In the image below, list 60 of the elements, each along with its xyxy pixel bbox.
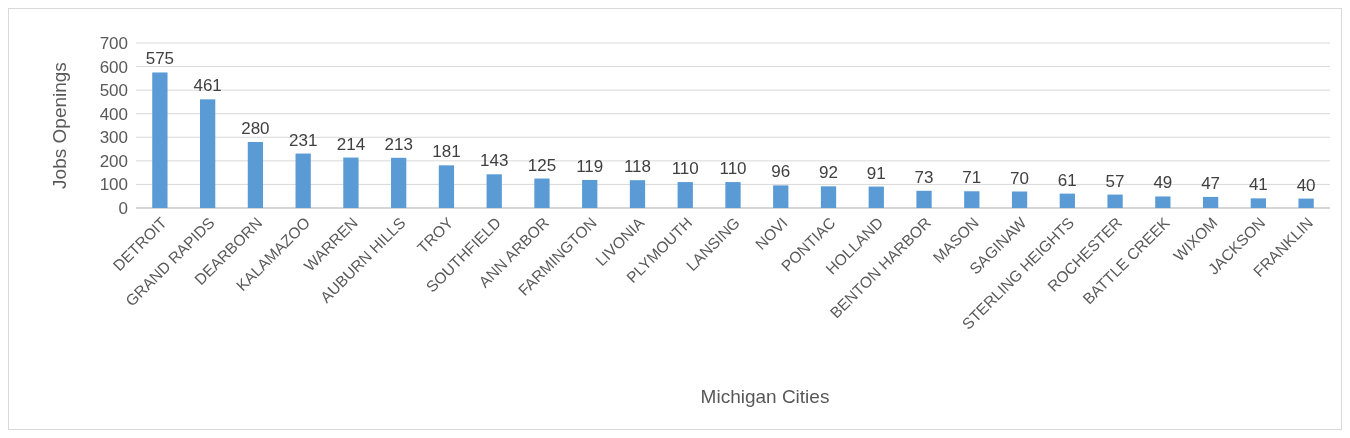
y-tick-label: 300 bbox=[99, 128, 128, 148]
y-tick-label: 0 bbox=[118, 198, 128, 218]
data-label: 71 bbox=[962, 168, 982, 188]
data-label: 57 bbox=[1105, 171, 1125, 191]
bar bbox=[820, 186, 837, 208]
data-label: 125 bbox=[527, 155, 557, 175]
y-tick-label: 100 bbox=[99, 175, 128, 195]
bar bbox=[582, 179, 598, 208]
data-label: 280 bbox=[241, 119, 270, 138]
data-label: 110 bbox=[671, 159, 699, 179]
data-label: 143 bbox=[480, 151, 509, 171]
bar bbox=[295, 153, 311, 208]
data-label: 119 bbox=[576, 156, 604, 176]
bar bbox=[1059, 193, 1075, 208]
y-tick-label: 400 bbox=[99, 104, 128, 124]
bar bbox=[391, 157, 407, 208]
data-label: 96 bbox=[771, 162, 791, 182]
data-label: 73 bbox=[914, 167, 934, 187]
data-label: 70 bbox=[1010, 168, 1030, 188]
data-label: 214 bbox=[336, 134, 366, 154]
data-label: 91 bbox=[866, 163, 886, 183]
y-tick-label: 600 bbox=[99, 57, 128, 77]
data-label: 231 bbox=[288, 130, 318, 150]
bar bbox=[534, 178, 550, 208]
y-tick-label: 200 bbox=[99, 151, 128, 171]
data-label: 40 bbox=[1296, 175, 1316, 195]
bar bbox=[152, 72, 168, 208]
bar bbox=[486, 174, 502, 208]
bar bbox=[868, 186, 884, 208]
data-label: 575 bbox=[145, 49, 175, 69]
data-label: 49 bbox=[1153, 173, 1173, 193]
bar bbox=[200, 99, 216, 208]
bar bbox=[677, 182, 693, 208]
y-tick-label: 700 bbox=[99, 33, 128, 53]
bar bbox=[916, 190, 932, 208]
data-label: 61 bbox=[1057, 170, 1077, 190]
data-label: 92 bbox=[819, 163, 838, 183]
bar bbox=[964, 191, 980, 208]
data-label: 110 bbox=[719, 159, 747, 179]
bar bbox=[1011, 191, 1028, 208]
bar bbox=[1107, 194, 1123, 208]
bar bbox=[773, 185, 789, 208]
bar bbox=[438, 165, 455, 208]
bar bbox=[1155, 196, 1171, 208]
data-label: 213 bbox=[384, 134, 413, 154]
bar bbox=[1298, 198, 1314, 208]
y-axis-title: Jobs Openings bbox=[49, 62, 70, 189]
bar bbox=[725, 182, 741, 208]
y-tick-label: 500 bbox=[99, 81, 128, 101]
bar bbox=[1250, 198, 1266, 208]
data-label: 181 bbox=[432, 142, 461, 162]
data-label: 41 bbox=[1248, 175, 1268, 195]
data-label: 461 bbox=[193, 76, 222, 96]
bar bbox=[247, 142, 264, 208]
bar bbox=[629, 180, 646, 208]
bar bbox=[343, 157, 359, 208]
data-label: 47 bbox=[1201, 173, 1221, 193]
data-label: 118 bbox=[623, 157, 652, 177]
x-axis-title: Michigan Cities bbox=[700, 386, 830, 407]
bar bbox=[1202, 196, 1219, 208]
